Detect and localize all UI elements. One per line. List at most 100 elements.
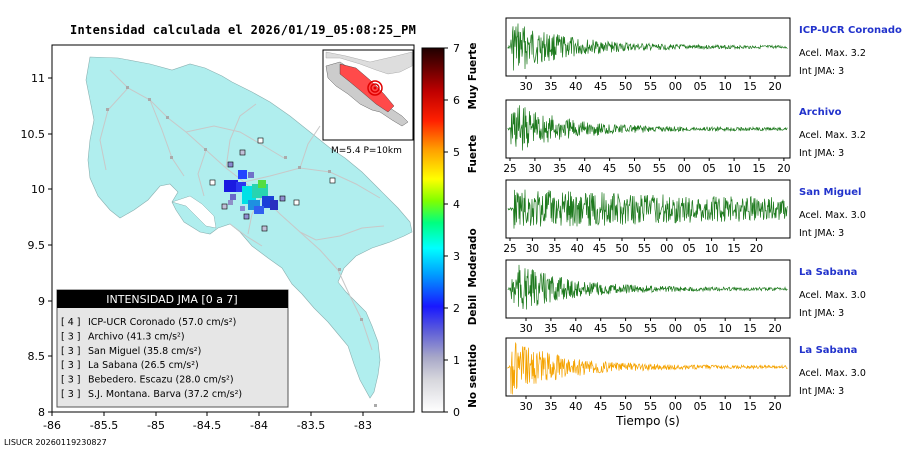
seismogram-tick-label: 20 (750, 243, 763, 255)
waveform-trace (507, 189, 788, 229)
seismogram-tick-label: 15 (743, 401, 756, 413)
legend-item-level: [ 3 ] (61, 360, 81, 371)
colorbar-tick-label: 6 (453, 94, 460, 107)
map-x-tick-label: -84 (250, 419, 268, 432)
waveform-trace (507, 264, 788, 310)
station-intensity: Int JMA: 3 (799, 386, 844, 397)
seismogram-tick-label: 45 (593, 243, 606, 255)
map-y-axis: 11 10.5 10 9.5 9 8.5 8 (21, 72, 52, 419)
seismogram-tick-label: 05 (694, 401, 707, 413)
seismogram-tick-label: 55 (644, 323, 657, 335)
legend-items: [ 4 ] ICP-UCR Coronado (57.0 cm/s²) [ 3 ] A… (61, 317, 242, 400)
seismogram-tick-label: 15 (743, 323, 756, 335)
legend-item-name: Archivo (41.3 cm/s²) (88, 331, 185, 342)
map-y-tick-label: 10 (31, 183, 45, 196)
seismogram-tick-label: 15 (752, 163, 765, 175)
station-markers (209, 137, 336, 232)
seismogram-panel: 30 35 40 45 50 55 00 05 10 15 20 La Sabana Acel. Max… (505, 259, 866, 335)
seismogram-xlabel: Tiempo (s) (615, 414, 680, 428)
intensity-field (224, 170, 278, 214)
station-accel: Acel. Max. 3.0 (799, 368, 866, 379)
seismogram-tick-label: 15 (743, 81, 756, 93)
seismogram-tick-label: 00 (660, 243, 673, 255)
map-x-tick-label: -83 (354, 419, 372, 432)
seismogram-panel: 30 35 40 45 50 55 00 05 10 15 20 La Sabana Acel. Max… (505, 337, 866, 413)
seismogram-tick-label: 05 (703, 163, 716, 175)
seismogram-panels: 30 35 40 45 50 55 00 05 10 15 20 ICP-UCR Coronado Ac… (503, 17, 902, 413)
seismogram-tick-label: 05 (683, 243, 696, 255)
seismogram-tick-label: 30 (528, 163, 541, 175)
map-x-tick-label: -86 (43, 419, 61, 432)
seismogram-tick-label: 55 (644, 401, 657, 413)
seismogram-tick-label: 45 (594, 81, 607, 93)
station-accel: Acel. Max. 3.0 (799, 290, 866, 301)
seismogram-tick-label: 00 (678, 163, 691, 175)
footer-id: LISUCR 20260119230827 (4, 438, 107, 447)
seismogram-tick-label: 30 (519, 323, 532, 335)
map-y-tick-label: 8.5 (28, 350, 46, 363)
station-name: La Sabana (799, 345, 857, 356)
seismogram-tick-label: 15 (727, 243, 740, 255)
seismogram-tick-label: 50 (615, 243, 628, 255)
colorbar-tick-label: 7 (453, 42, 460, 55)
seismogram-tick-label: 40 (569, 81, 582, 93)
legend-item-level: [ 3 ] (61, 389, 81, 400)
colorbar-tick-label: 3 (453, 250, 460, 263)
seismogram-tick-label: 55 (638, 243, 651, 255)
seismogram-tick-label: 00 (669, 401, 682, 413)
map-y-tick-label: 10.5 (21, 128, 46, 141)
seismogram-tick-label: 30 (526, 243, 539, 255)
station-legend: INTENSIDAD JMA [0 a 7] [ 4 ] ICP-UCR Coro… (56, 289, 289, 408)
legend-item-level: [ 3 ] (61, 331, 81, 342)
colorbar-tick-label: 4 (453, 198, 460, 211)
seismogram-tick-label: 40 (571, 243, 584, 255)
seismogram-tick-label: 25 (503, 243, 516, 255)
station-intensity: Int JMA: 3 (799, 148, 844, 159)
intensity-map[interactable]: M=5.4 P=10km INTENSIDAD JMA [0 a 7] [ 4 … (21, 44, 415, 432)
seismogram-tick-label: 40 (569, 401, 582, 413)
map-title: Intensidad calculada el 2026/01/19_05:08… (70, 23, 417, 37)
seismogram-tick-label: 45 (594, 323, 607, 335)
intensity-colorbar: 7 6 5 4 3 2 1 0 Muy Fuerte Fuerte Moderado Debil No… (421, 42, 479, 419)
station-name: La Sabana (799, 267, 857, 278)
colorbar-category-label: Debil (467, 295, 479, 326)
station-accel: Acel. Max. 3.0 (799, 210, 866, 221)
colorbar-labels: Muy Fuerte Fuerte Moderado Debil No sentido (467, 43, 479, 408)
station-name: San Miguel (799, 187, 861, 198)
colorbar-tick-label: 5 (453, 146, 460, 159)
station-intensity: Int JMA: 3 (799, 228, 844, 239)
map-y-tick-label: 8 (38, 406, 45, 419)
map-y-tick-label: 11 (31, 72, 45, 85)
seismogram-tick-label: 55 (644, 81, 657, 93)
colorbar-tick-label: 1 (453, 354, 460, 367)
waveform-trace (507, 341, 788, 395)
seismogram-tick-label: 50 (619, 81, 632, 93)
seismogram-tick-label: 20 (768, 323, 781, 335)
legend-item-name: La Sabana (26.5 cm/s²) (88, 360, 199, 371)
seismogram-tick-label: 35 (548, 243, 561, 255)
station-accel: Acel. Max. 3.2 (799, 130, 866, 141)
colorbar-ticks: 7 6 5 4 3 2 1 0 (444, 42, 460, 419)
colorbar-tick-label: 0 (453, 406, 460, 419)
seismogram-tick-label: 25 (503, 163, 516, 175)
seismogram-tick-label: 45 (594, 401, 607, 413)
seismogram-tick-label: 00 (669, 323, 682, 335)
legend-item-name: Bebedero. Escazu (28.0 cm/s²) (88, 375, 234, 386)
legend-title: INTENSIDAD JMA [0 a 7] (106, 293, 237, 306)
seismogram-tick-label: 35 (553, 163, 566, 175)
seismogram-tick-label: 50 (619, 401, 632, 413)
legend-item-name: ICP-UCR Coronado (57.0 cm/s²) (88, 317, 236, 328)
station-accel: Acel. Max. 3.2 (799, 48, 866, 59)
legend-item-level: [ 3 ] (61, 375, 81, 386)
seismogram-tick-label: 05 (694, 81, 707, 93)
waveform-trace (507, 23, 788, 71)
seismogram-tick-label: 50 (628, 163, 641, 175)
seismogram-tick-label: 00 (669, 81, 682, 93)
map-y-tick-label: 9 (38, 295, 45, 308)
seismogram-tick-label: 50 (619, 323, 632, 335)
inset-label: M=5.4 P=10km (331, 146, 402, 156)
seismogram-tick-label: 40 (569, 323, 582, 335)
seismogram-tick-label: 20 (768, 81, 781, 93)
seismogram-tick-label: 35 (544, 81, 557, 93)
